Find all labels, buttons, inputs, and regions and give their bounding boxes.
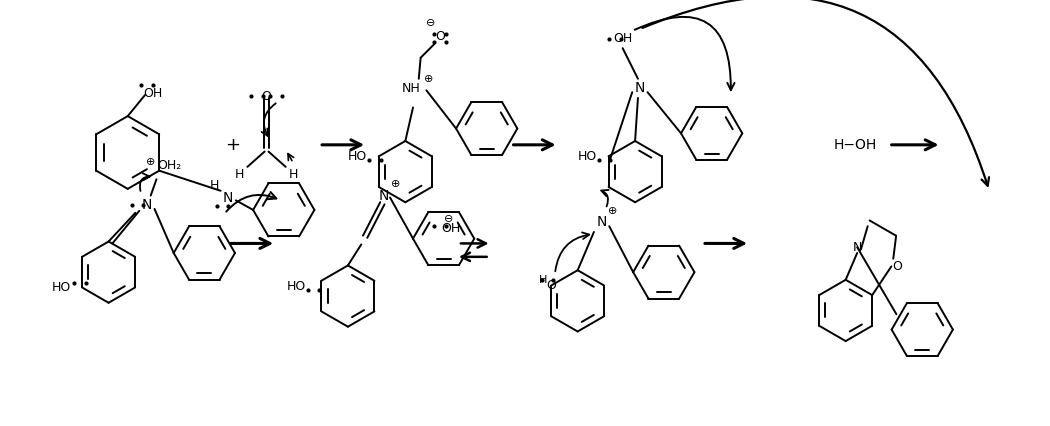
Text: N: N — [142, 198, 152, 212]
Text: N: N — [223, 191, 233, 205]
Text: N: N — [634, 81, 645, 95]
Text: ⊕: ⊕ — [146, 157, 155, 167]
Text: NH: NH — [402, 82, 420, 95]
Text: O: O — [892, 260, 902, 273]
Text: HO: HO — [287, 280, 306, 293]
Text: N: N — [853, 241, 862, 254]
Text: H: H — [210, 178, 219, 192]
Text: ⊕: ⊕ — [423, 74, 433, 84]
Text: ⊕: ⊕ — [608, 206, 617, 216]
Text: OH: OH — [613, 32, 632, 45]
Text: O: O — [261, 89, 272, 103]
Text: +: + — [226, 136, 240, 154]
Text: H: H — [235, 168, 245, 181]
Text: H−OH: H−OH — [834, 138, 877, 152]
Text: H: H — [540, 275, 548, 285]
Text: OH: OH — [442, 222, 461, 235]
Text: ⊕: ⊕ — [391, 179, 400, 189]
Text: ⊖: ⊖ — [425, 18, 435, 28]
Text: HO: HO — [578, 150, 597, 163]
Text: HO: HO — [51, 281, 70, 294]
Text: ⊖: ⊖ — [444, 215, 454, 225]
Text: N: N — [596, 216, 607, 229]
Text: H: H — [289, 168, 298, 181]
Text: OH₂: OH₂ — [158, 159, 182, 173]
Text: O: O — [546, 279, 556, 292]
Text: OH: OH — [143, 86, 163, 100]
Text: N: N — [379, 189, 390, 203]
Text: O: O — [435, 30, 445, 43]
Text: HO: HO — [349, 150, 368, 163]
